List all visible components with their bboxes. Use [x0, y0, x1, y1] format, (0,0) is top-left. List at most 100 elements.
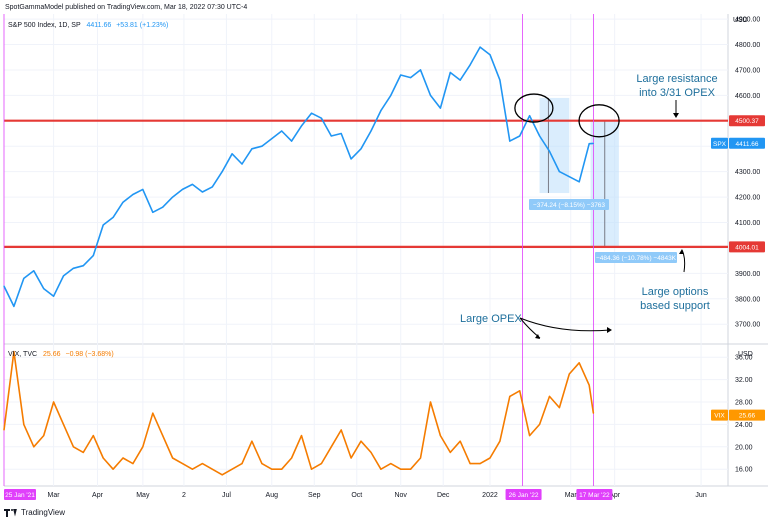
- spx-last: 4411.66: [86, 22, 112, 29]
- time-tag-start-bg: [4, 489, 36, 500]
- vix-series-line-point: [23, 423, 25, 425]
- vix-series-line-point: [191, 468, 194, 470]
- vix-series-line-point: [92, 435, 94, 437]
- vix-series-line-point: [271, 468, 273, 470]
- spx-tick-label: 4300.00: [735, 169, 760, 176]
- vix-series-line-point: [439, 435, 441, 437]
- spx-series-line-point: [23, 277, 25, 280]
- footer-brand[interactable]: TradingView: [4, 508, 65, 517]
- vix-series-line-point: [291, 457, 293, 459]
- vix-series-line-point: [231, 468, 233, 470]
- vix-symbol: VIX, TVC: [8, 351, 38, 358]
- vix-tick-label: 32.00: [735, 377, 753, 384]
- spx-tick-label: 4600.00: [735, 93, 760, 100]
- spx-series-line-point: [578, 181, 580, 183]
- vix-series-line-point: [82, 451, 84, 453]
- time-tick-label: Jul: [222, 492, 231, 499]
- time-tick-label: Oct: [351, 492, 362, 499]
- vix-series-line-point: [162, 435, 164, 437]
- vix-series-line-point: [529, 435, 531, 437]
- vix-series-line-point: [52, 401, 55, 403]
- vix-series-line-point: [13, 351, 15, 353]
- spx-series-line-point: [588, 143, 590, 145]
- vix-series-line-point: [578, 362, 580, 364]
- vix-series-line-point: [3, 429, 5, 431]
- vix-series-line-point: [340, 429, 342, 431]
- vix-series-line-point: [370, 451, 372, 453]
- annotation-support: Large options based support: [620, 285, 730, 313]
- spx-series-line-point: [52, 295, 55, 297]
- vix-series-line-point: [592, 412, 595, 414]
- vix-series-line-point: [469, 463, 471, 465]
- spx-series-line-point: [251, 148, 253, 150]
- spx-series-line-point: [499, 79, 501, 81]
- vix-price-tag-bg: [729, 409, 765, 421]
- spx-series-line-point: [92, 254, 94, 257]
- spx-series-line-point: [241, 163, 243, 165]
- spx-series-line-point: [62, 275, 65, 277]
- time-tick-label: Apr: [609, 492, 621, 499]
- vix-legend[interactable]: VIX, TVC 25.66 −0.98 (−3.68%): [8, 351, 114, 358]
- spx-tick-label: 3800.00: [735, 296, 760, 303]
- time-tick-label: 2: [182, 492, 186, 499]
- spx-legend[interactable]: S&P 500 Index, 1D, SP 4411.66 +53.81 (+1…: [8, 22, 168, 29]
- arrow-opex-2-head: [607, 327, 612, 333]
- measure-label-1: −374.24 (−8.15%) −3763: [533, 202, 605, 209]
- spx-series-line-point: [509, 140, 511, 142]
- vix-last: 25.66: [43, 351, 61, 358]
- spx-series-line-point: [410, 76, 412, 79]
- spx-series-line-point: [419, 69, 422, 71]
- spx-series-line-point: [568, 176, 570, 178]
- spx-series-line-point: [291, 140, 293, 142]
- spx-series-line-point: [370, 130, 372, 132]
- spx-series-line-point: [271, 137, 273, 140]
- vix-series-line-point: [102, 457, 104, 459]
- time-tick-label: Apr: [92, 492, 104, 499]
- spx-series-line-point: [592, 142, 595, 145]
- spx-series-line-point: [3, 285, 5, 287]
- spx-series-line-point: [400, 74, 402, 76]
- spx-symbol: S&P 500 Index, 1D, SP: [8, 22, 81, 29]
- spx-series-line-point: [162, 206, 164, 208]
- measure-label-2-bg: [595, 252, 677, 263]
- spx-series-line-point: [320, 117, 322, 119]
- time-tick-label: Nov: [394, 492, 407, 499]
- spx-series-line-point: [211, 186, 213, 188]
- vix-series-line-point: [568, 373, 570, 375]
- vix-series-line-point: [310, 468, 313, 470]
- time-tag-marker-2-bg: [576, 489, 613, 500]
- spx-series-line-point: [310, 112, 313, 114]
- vix-series-line-point: [489, 457, 491, 459]
- spx-series-line-point: [13, 305, 15, 308]
- vix-series-line-point: [261, 463, 263, 465]
- vix-tick-label: 24.00: [735, 422, 753, 429]
- vix-series-line-point: [360, 440, 362, 442]
- spx-tick-label: 4200.00: [735, 195, 760, 202]
- time-tag-start: 25 Jan '21: [5, 492, 35, 499]
- spx-series-line-point: [281, 130, 283, 132]
- spx-series-line-point: [181, 188, 184, 191]
- vix-price-tag: 25.66: [739, 413, 756, 420]
- vix-series-line-point: [241, 463, 243, 465]
- time-tick-label: Mar: [565, 492, 578, 499]
- tradingview-logo-icon: [4, 508, 18, 517]
- currency-label: USD: [733, 17, 748, 24]
- vix-series-line-point: [509, 395, 511, 397]
- vix-series-line-point: [419, 457, 422, 459]
- spx-series-line-point: [558, 171, 560, 173]
- spx-series-line-point: [469, 64, 471, 66]
- spx-series-line-point: [340, 132, 342, 135]
- vix-series-line-point: [449, 451, 451, 453]
- vix-currency-label: USD: [738, 351, 753, 358]
- vix-series-line-point: [380, 468, 382, 470]
- spx-series-line-point: [439, 107, 441, 109]
- vix-series-line-point: [142, 446, 144, 448]
- annotation-opex: Large OPEX: [460, 313, 522, 325]
- time-tick-label: 2022: [482, 492, 498, 499]
- spx-series-line-point: [132, 193, 134, 196]
- spx-series-line-point: [102, 224, 104, 226]
- vix-series-line-point: [43, 435, 45, 437]
- vix-series-line-point: [410, 468, 412, 470]
- vix-series-line-point: [459, 440, 461, 442]
